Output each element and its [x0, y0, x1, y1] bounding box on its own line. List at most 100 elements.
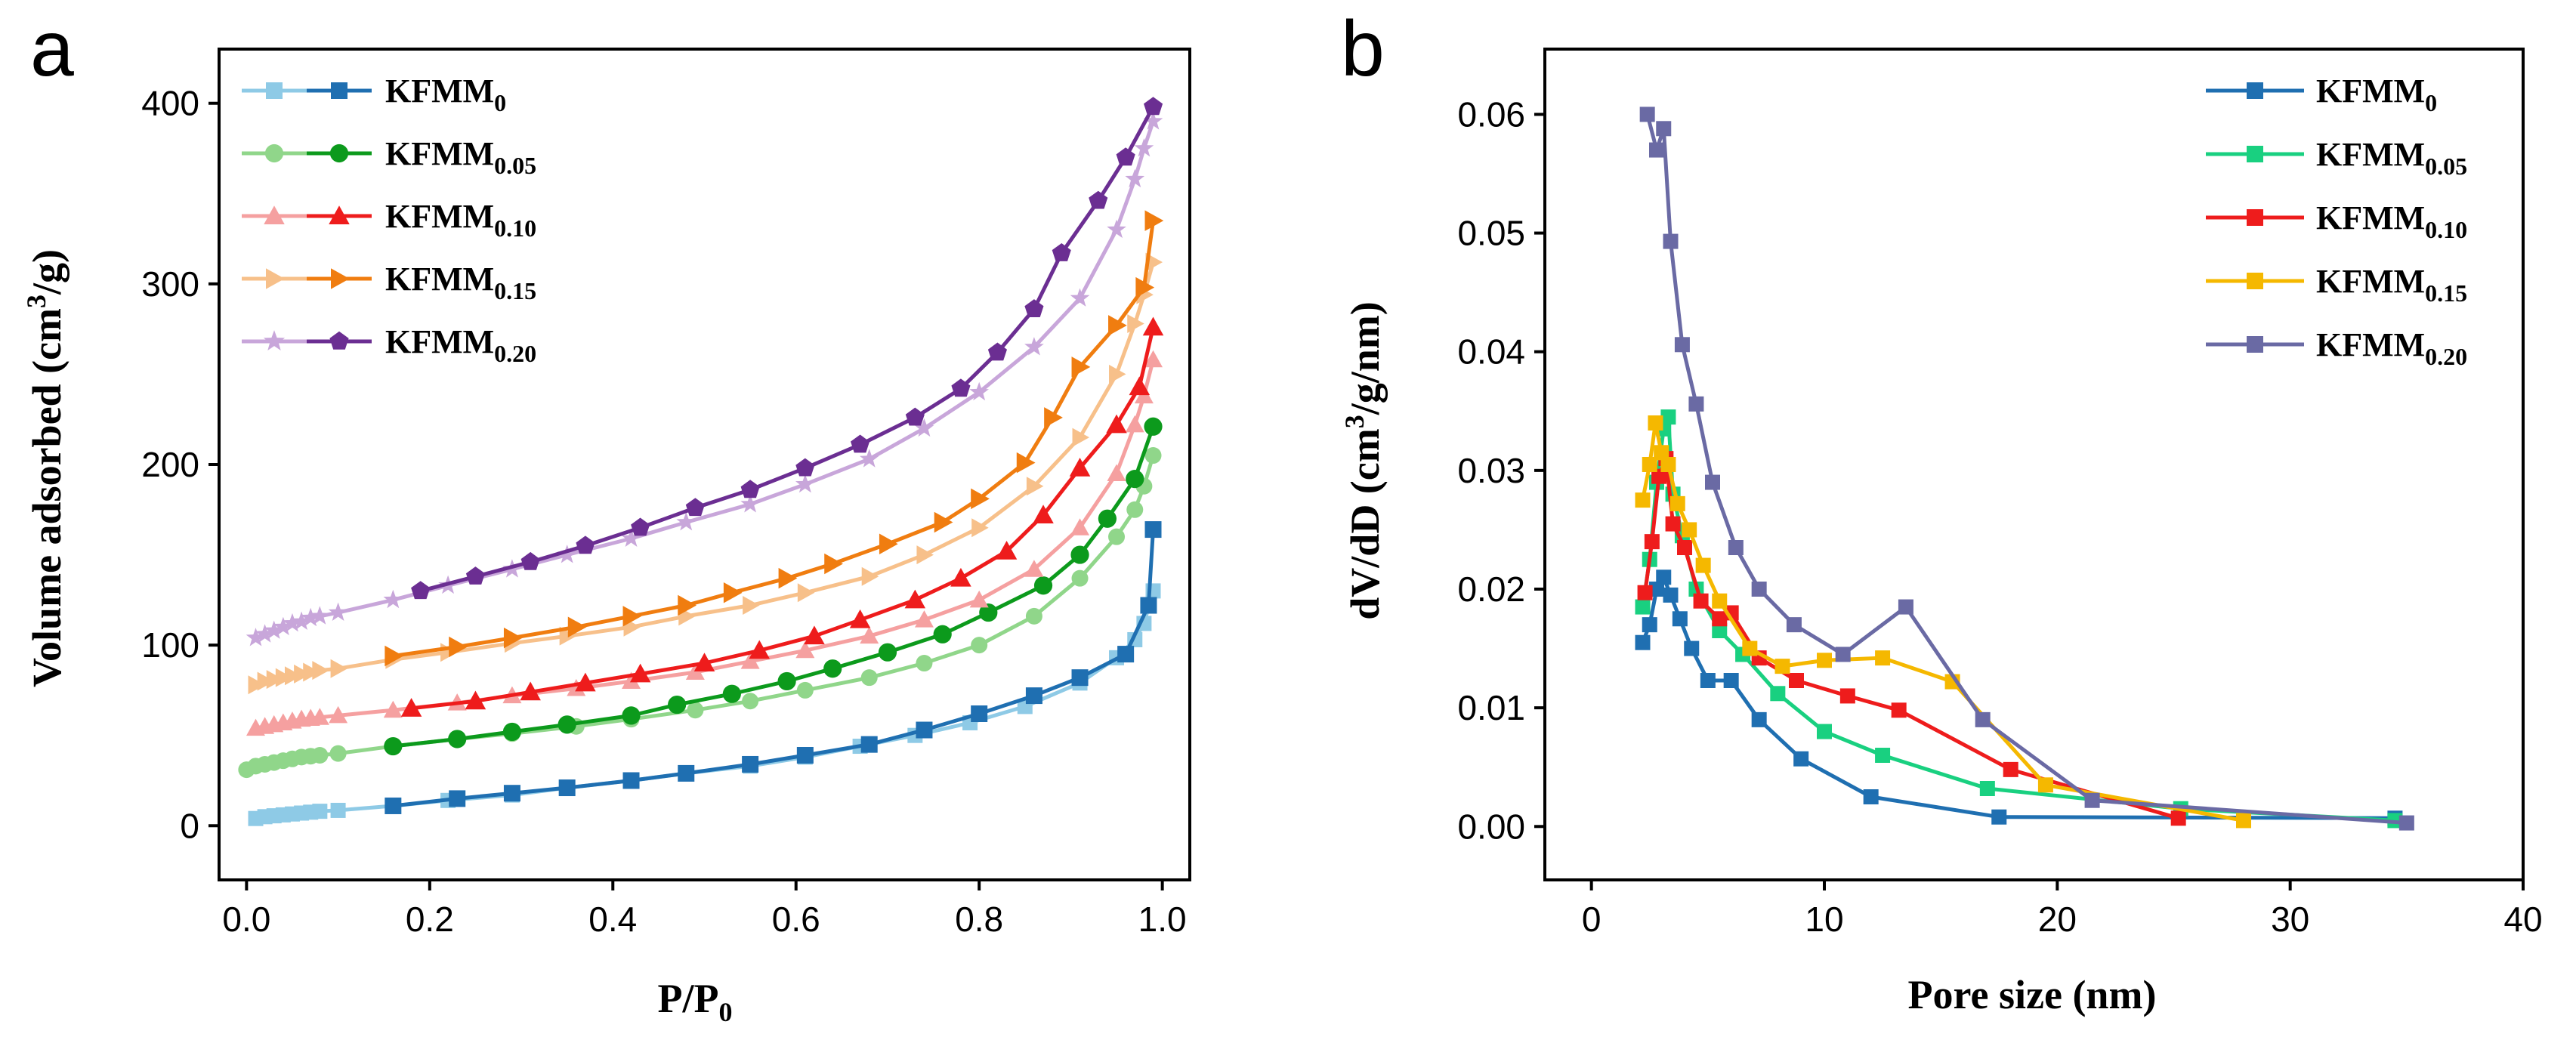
legend-item: KFMM0.10 [2206, 199, 2467, 243]
legend-name: KFMM [2316, 326, 2425, 363]
data-point [1117, 646, 1135, 663]
data-point [255, 624, 275, 643]
data-point [1642, 617, 1657, 633]
data-point [878, 643, 897, 662]
data-point [1144, 447, 1162, 464]
data-point [969, 381, 989, 401]
data-point [502, 722, 522, 742]
x-tick-label: 0.0 [222, 900, 270, 939]
data-point [1125, 415, 1144, 433]
y-tick-label: 0.01 [1457, 688, 1525, 727]
legend-name: KFMM [2316, 136, 2425, 173]
data-point [384, 736, 403, 756]
data-point [796, 747, 814, 764]
data-point [1126, 501, 1144, 518]
data-point [1107, 219, 1126, 239]
legend-label: KFMM0.15 [385, 261, 536, 304]
legend-item: KFMM0 [2206, 73, 2437, 116]
data-point [971, 518, 989, 538]
data-point [383, 589, 403, 609]
legend-marker-desorption [331, 268, 350, 289]
x-tick-label: 0 [1582, 900, 1602, 939]
data-point [1089, 190, 1108, 209]
data-point [622, 772, 640, 789]
data-point [987, 342, 1007, 361]
data-point [1770, 686, 1786, 702]
data-point [448, 730, 467, 748]
legend-subscript: 0.20 [494, 340, 536, 367]
x-tick-label: 0.6 [772, 900, 820, 939]
data-point [1786, 617, 1802, 633]
data-point [385, 797, 402, 814]
legend-marker [2247, 82, 2263, 99]
legend-item: KFMM0.05 [2206, 136, 2467, 180]
data-point [273, 616, 293, 636]
data-point [1774, 659, 1790, 674]
data-point [1651, 468, 1667, 484]
data-point [1654, 445, 1669, 461]
data-point [1975, 711, 1991, 727]
data-point [678, 594, 697, 616]
legend-name: KFMM [385, 323, 494, 360]
legend-subscript: 0.10 [2425, 216, 2467, 243]
series-2 [246, 316, 1164, 736]
legend-item: KFMM0.15 [242, 261, 536, 304]
data-point [303, 662, 320, 682]
data-point [1071, 356, 1091, 378]
data-point [246, 628, 266, 647]
x-tick-label: 0.2 [406, 900, 454, 939]
data-point [796, 681, 814, 699]
panel-b-y-axis-title: dV/dD (cm3/g/nm) [1339, 301, 1388, 620]
data-point [979, 603, 998, 622]
series-3 [248, 210, 1164, 695]
data-point [824, 553, 843, 575]
x-tick-label: 0.4 [588, 900, 637, 939]
panel-b-x-axis-title: Pore size (nm) [1908, 972, 2157, 1017]
series-line [1641, 421, 2244, 823]
data-point [1129, 376, 1151, 396]
y-tick-label: 0.00 [1457, 807, 1525, 846]
data-point [1705, 474, 1720, 490]
series-4 [1639, 106, 2414, 831]
data-point [1142, 316, 1164, 336]
data-point [1107, 464, 1126, 481]
panel-a-series-group [238, 97, 1164, 826]
data-point [631, 517, 650, 536]
data-point [1144, 350, 1163, 368]
legend-subscript: 0.15 [494, 277, 536, 304]
data-point [1656, 569, 1672, 585]
panel-b-plot-frame [1543, 48, 2525, 881]
legend-label: KFMM0.10 [385, 198, 536, 242]
data-point [996, 541, 1018, 560]
series-line [1641, 575, 2395, 820]
data-point [385, 645, 404, 667]
data-point [264, 620, 284, 639]
legend-item: KFMM0.10 [242, 198, 536, 242]
data-point [330, 802, 346, 818]
data-point [622, 706, 641, 725]
data-point [2398, 815, 2414, 831]
data-point [1072, 427, 1090, 447]
data-point [1098, 509, 1117, 528]
data-point [1127, 313, 1144, 333]
data-point [1637, 585, 1653, 600]
data-point [1742, 640, 1758, 656]
data-point [971, 488, 990, 510]
data-point [722, 684, 741, 703]
panel-a-label: a [30, 5, 74, 93]
data-point [795, 474, 815, 493]
data-point [503, 627, 523, 649]
legend-subscript: 0.05 [2425, 153, 2467, 180]
data-point [1635, 492, 1651, 508]
panel-b-ticks: 0 10 20 30 40 0.00 0.01 0.02 0.03 0.04 0.05 0.06 [1457, 94, 2542, 939]
legend-name: KFMM [385, 261, 494, 298]
panel-a-isotherm-chart: a 0.0 0.2 0.4 0.6 0.8 1.0 0 100 200 300 400 P/P0 V… [21, 5, 1191, 1027]
data-point [1024, 337, 1044, 356]
series-1 [1635, 409, 2403, 829]
data-point [1663, 587, 1679, 603]
data-point [329, 745, 347, 762]
data-point [1656, 121, 1672, 137]
data-point [740, 652, 760, 669]
data-point [1644, 534, 1660, 550]
data-point [678, 764, 695, 782]
